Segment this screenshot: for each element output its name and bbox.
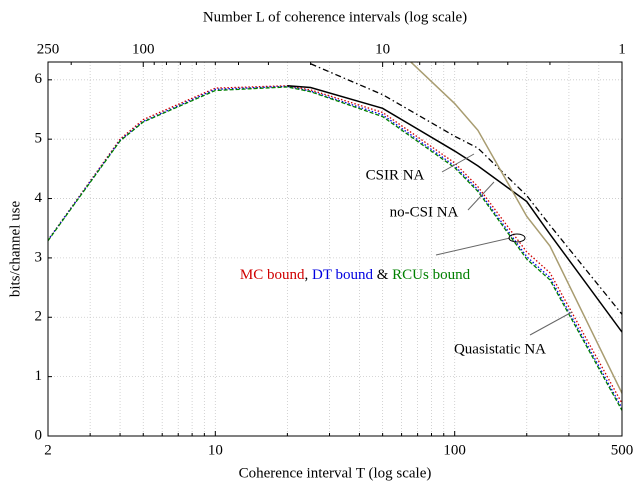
y-tick-label: 5 bbox=[35, 131, 43, 147]
annotation-part: & bbox=[373, 267, 392, 283]
pointer bbox=[529, 311, 573, 336]
x-tick-label: 10 bbox=[208, 442, 223, 458]
annotation: Quasistatic NA bbox=[454, 341, 546, 357]
top-axis-label: Number L of coherence intervals (log sca… bbox=[203, 9, 467, 25]
x-tick-label: 500 bbox=[611, 442, 634, 458]
pointer bbox=[435, 237, 511, 256]
grid bbox=[47, 62, 623, 437]
annotation-part: DT bound bbox=[312, 267, 373, 283]
y-tick-label: 0 bbox=[35, 427, 43, 443]
x-tick-label: 2 bbox=[44, 442, 52, 458]
annotation: MC bound, DT bound & RCUs bound bbox=[240, 267, 471, 283]
y-tick-label: 1 bbox=[35, 368, 43, 384]
series-line bbox=[310, 63, 622, 315]
annotation: no-CSI NA bbox=[390, 204, 459, 220]
y-axis-label: bits/channel use bbox=[7, 201, 23, 298]
annotation: CSIR NA bbox=[366, 167, 425, 183]
series-line bbox=[48, 85, 622, 409]
annotation-part: MC bound bbox=[240, 267, 305, 283]
x2-tick-label: 100 bbox=[132, 41, 155, 57]
series-line bbox=[48, 86, 622, 411]
y-tick-label: 2 bbox=[35, 309, 43, 325]
pointer bbox=[467, 181, 495, 211]
y-tick-label: 3 bbox=[35, 249, 43, 265]
y-tick-label: 6 bbox=[35, 71, 43, 87]
annotation-part: RCUs bound bbox=[392, 267, 470, 283]
pointer bbox=[441, 153, 475, 173]
x2-tick-label: 250 bbox=[37, 41, 60, 57]
y-tick-label: 4 bbox=[35, 190, 43, 206]
x-tick-label: 100 bbox=[443, 442, 466, 458]
annotation-part: , bbox=[305, 267, 313, 283]
pointer-ellipse bbox=[508, 233, 526, 243]
x2-tick-label: 1 bbox=[618, 41, 626, 57]
plot-frame bbox=[47, 61, 623, 437]
series-line bbox=[409, 62, 622, 394]
x2-tick-label: 10 bbox=[375, 41, 390, 57]
x-axis-label: Coherence interval T (log scale) bbox=[239, 465, 432, 481]
annotations: CSIR NA no-CSI NA Quasistatic NA MC bound, … bbox=[240, 153, 573, 357]
